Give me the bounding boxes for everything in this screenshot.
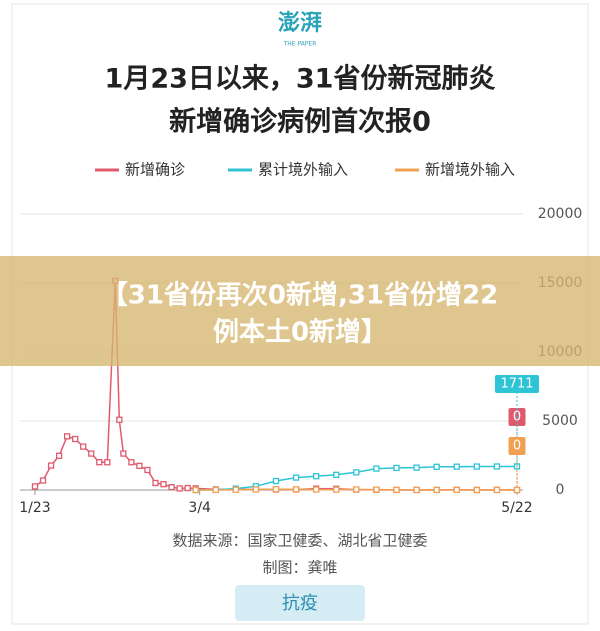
point: [192, 486, 199, 494]
point: [272, 477, 280, 485]
legend-label: 累计境外输入: [258, 161, 348, 179]
x-tick-label: 5/22: [501, 500, 532, 516]
point: [453, 463, 460, 470]
point: [473, 463, 480, 470]
point: [128, 459, 135, 466]
point: [373, 465, 380, 472]
point: [144, 466, 151, 474]
value-label: 1711: [500, 377, 533, 392]
point: [80, 443, 87, 450]
source: 数据来源：国家卫健委、湖北省卫健委: [172, 532, 427, 550]
logo: 澎湃: [278, 11, 322, 36]
point: [184, 484, 191, 492]
label-box: [495, 375, 539, 393]
y-tick-label: 20000: [538, 206, 583, 222]
point: [63, 433, 71, 440]
point: [433, 486, 440, 494]
point: [453, 486, 460, 494]
point: [72, 435, 79, 443]
point: [136, 462, 143, 470]
banner: [0, 256, 600, 366]
point: [252, 486, 260, 493]
point: [333, 471, 340, 478]
point: [272, 486, 280, 493]
point: [116, 416, 123, 423]
point: [493, 463, 501, 470]
legend-label: 新增确诊: [125, 161, 185, 179]
footer-tag: 抗疫: [282, 593, 318, 614]
y-tick-label: 5000: [542, 413, 578, 429]
point: [96, 459, 103, 466]
value-label: 0: [513, 439, 521, 454]
point: [104, 459, 111, 466]
point: [152, 479, 159, 487]
point: [120, 450, 127, 457]
point: [373, 486, 380, 493]
point: [333, 486, 340, 493]
legend-label: 新增境外输入: [425, 161, 515, 179]
point: [413, 464, 420, 471]
point: [313, 473, 320, 480]
banner-text: 例本土0新增】: [213, 317, 387, 348]
x-tick-label: 3/4: [188, 500, 211, 516]
point: [393, 464, 400, 472]
point: [292, 474, 300, 481]
point: [55, 452, 63, 459]
chart-title: 1月23日以来，31省份新冠肺炎: [105, 63, 496, 95]
point: [168, 484, 175, 491]
point: [212, 486, 219, 494]
point: [353, 469, 360, 476]
footer-box: [235, 585, 365, 621]
point: [353, 486, 360, 493]
point: [413, 486, 420, 494]
logo-sub: THE PAPER: [283, 41, 317, 48]
point: [292, 486, 300, 493]
point: [313, 486, 320, 493]
banner-text: 【31省份再次0新增,31省份增22: [102, 280, 499, 311]
point: [473, 486, 480, 494]
point: [493, 486, 501, 494]
point: [31, 483, 39, 490]
point: [39, 477, 47, 484]
x-tick-label: 1/23: [19, 500, 50, 516]
point: [433, 463, 440, 470]
point: [88, 450, 95, 457]
point: [47, 462, 55, 469]
y-tick-label: 0: [556, 482, 565, 498]
label-box: [508, 437, 526, 455]
credit: 制图：龚唯: [262, 559, 337, 577]
chart-title: 新增确诊病例首次报0: [169, 106, 431, 138]
point: [393, 486, 400, 494]
point: [160, 481, 167, 488]
point: [176, 485, 183, 492]
point: [232, 486, 239, 493]
